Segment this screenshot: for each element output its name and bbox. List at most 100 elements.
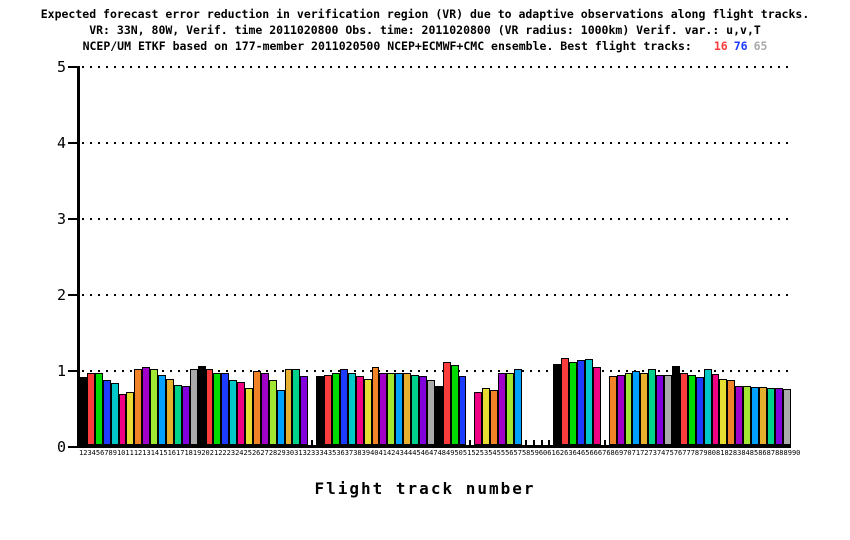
x-tick-label-22: 22 xyxy=(218,449,227,457)
bar-slot-72 xyxy=(640,67,649,445)
bar-track-52 xyxy=(482,388,491,445)
bar-track-87 xyxy=(758,387,767,445)
gridline-y1 xyxy=(82,370,790,372)
bar-track-63 xyxy=(569,362,578,445)
bar-slot-34 xyxy=(339,67,348,445)
x-tick-label-9: 9 xyxy=(112,449,117,457)
bar-slot-47 xyxy=(442,67,451,445)
bar-track-53 xyxy=(490,390,499,445)
bar-slot-82 xyxy=(719,67,728,445)
x-tick-label-46: 46 xyxy=(420,449,430,457)
bar-track-68 xyxy=(608,376,617,445)
x-tick-label-82: 82 xyxy=(724,449,733,457)
chart-title-line3-text: NCEP/UM ETKF based on 177-member 2011020… xyxy=(82,39,692,53)
bar-slot-79 xyxy=(695,67,704,445)
bar-slot-22 xyxy=(245,67,253,445)
x-tick-label-73: 73 xyxy=(648,449,657,457)
bar-slot-70 xyxy=(624,67,633,445)
x-tick-label-56: 56 xyxy=(505,449,514,457)
bar-track-29 xyxy=(300,376,309,445)
x-tick-label-27: 27 xyxy=(260,449,269,457)
bar-track-16 xyxy=(197,366,206,445)
x-tick-label-35: 35 xyxy=(327,449,337,457)
x-tick-label-20: 20 xyxy=(201,449,210,457)
x-tick-label-40: 40 xyxy=(370,449,379,457)
x-tick-label-7: 7 xyxy=(104,449,109,457)
x-tick-label-16: 16 xyxy=(167,449,177,457)
x-tick-59 xyxy=(540,440,543,445)
best-track-3: 65 xyxy=(753,39,768,53)
x-tick-58 xyxy=(532,440,535,445)
x-tick-label-52: 52 xyxy=(471,449,480,457)
x-tick-label-19: 19 xyxy=(192,449,202,457)
x-tick-label-6: 6 xyxy=(100,449,105,457)
x-tick-label-76: 76 xyxy=(673,449,683,457)
x-tick-label-83: 83 xyxy=(732,449,742,457)
bar-track-35 xyxy=(347,373,356,445)
bar-slot-59 xyxy=(538,67,546,445)
x-tick-label-89: 89 xyxy=(783,449,792,457)
bar-track-49 xyxy=(458,376,467,445)
bar-slot-19 xyxy=(221,67,230,445)
bar-track-10 xyxy=(150,369,159,445)
bar-track-47 xyxy=(442,362,451,445)
x-tick-label-21: 21 xyxy=(209,449,219,457)
bar-slot-57 xyxy=(522,67,530,445)
bar-slot-7 xyxy=(126,67,135,445)
bar-track-72 xyxy=(640,373,649,445)
bar-track-34 xyxy=(339,369,348,445)
bar-track-11 xyxy=(158,375,166,445)
x-tick-label-72: 72 xyxy=(640,449,649,457)
x-tick-label-62: 62 xyxy=(555,449,565,457)
x-tick-label-1: 1 xyxy=(79,449,84,457)
bar-slot-27 xyxy=(284,67,293,445)
bar-slot-2 xyxy=(86,67,95,445)
bar-track-6 xyxy=(118,394,127,445)
bar-slot-76 xyxy=(671,67,680,445)
bar-slot-35 xyxy=(347,67,356,445)
x-tick-label-43: 43 xyxy=(395,449,404,457)
bar-track-17 xyxy=(205,369,214,445)
bar-slot-16 xyxy=(197,67,206,445)
x-tick-label-65: 65 xyxy=(581,449,590,457)
x-tick-label-47: 47 xyxy=(429,449,438,457)
x-tick-label-60: 60 xyxy=(538,449,548,457)
y-tick-5 xyxy=(68,66,77,68)
bar-slot-88 xyxy=(766,67,775,445)
x-tick-label-11: 11 xyxy=(125,449,134,457)
bar-track-74 xyxy=(656,375,665,445)
bar-track-43 xyxy=(411,375,419,445)
bar-slot-1 xyxy=(79,67,87,445)
bar-slot-13 xyxy=(173,67,182,445)
y-tick-1 xyxy=(68,370,77,372)
x-tick-label-80: 80 xyxy=(707,449,717,457)
y-tick-label-1: 1 xyxy=(56,362,66,380)
x-tick-label-71: 71 xyxy=(631,449,641,457)
bar-slot-62 xyxy=(561,67,570,445)
x-tick-label-44: 44 xyxy=(403,449,413,457)
x-tick-label-51: 51 xyxy=(462,449,472,457)
bar-track-26 xyxy=(276,390,285,445)
bar-slot-81 xyxy=(711,67,720,445)
bar-track-15 xyxy=(189,369,198,445)
bar-track-12 xyxy=(165,379,174,445)
x-tick-label-33: 33 xyxy=(311,449,320,457)
bar-slot-48 xyxy=(450,67,459,445)
best-track-2: 76 xyxy=(733,39,748,53)
bar-slot-32 xyxy=(324,67,332,445)
bar-slot-90 xyxy=(782,67,791,445)
bar-slot-61 xyxy=(553,67,562,445)
bar-track-8 xyxy=(134,369,143,445)
bar-slot-28 xyxy=(292,67,301,445)
bar-track-44 xyxy=(418,376,427,445)
bar-track-40 xyxy=(387,373,396,445)
bars-container xyxy=(79,67,791,445)
bar-track-36 xyxy=(355,376,364,445)
bar-slot-44 xyxy=(418,67,427,445)
bar-slot-20 xyxy=(229,67,238,445)
bar-slot-30 xyxy=(308,67,316,445)
x-tick-label-58: 58 xyxy=(521,449,531,457)
bar-track-65 xyxy=(585,359,593,445)
bar-slot-38 xyxy=(371,67,380,445)
y-tick-label-2: 2 xyxy=(56,286,66,304)
